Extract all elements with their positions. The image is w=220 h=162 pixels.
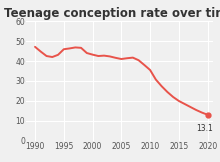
Title: Teenage conception rate over time: Teenage conception rate over time (4, 7, 220, 20)
Text: 13.1: 13.1 (196, 124, 213, 133)
